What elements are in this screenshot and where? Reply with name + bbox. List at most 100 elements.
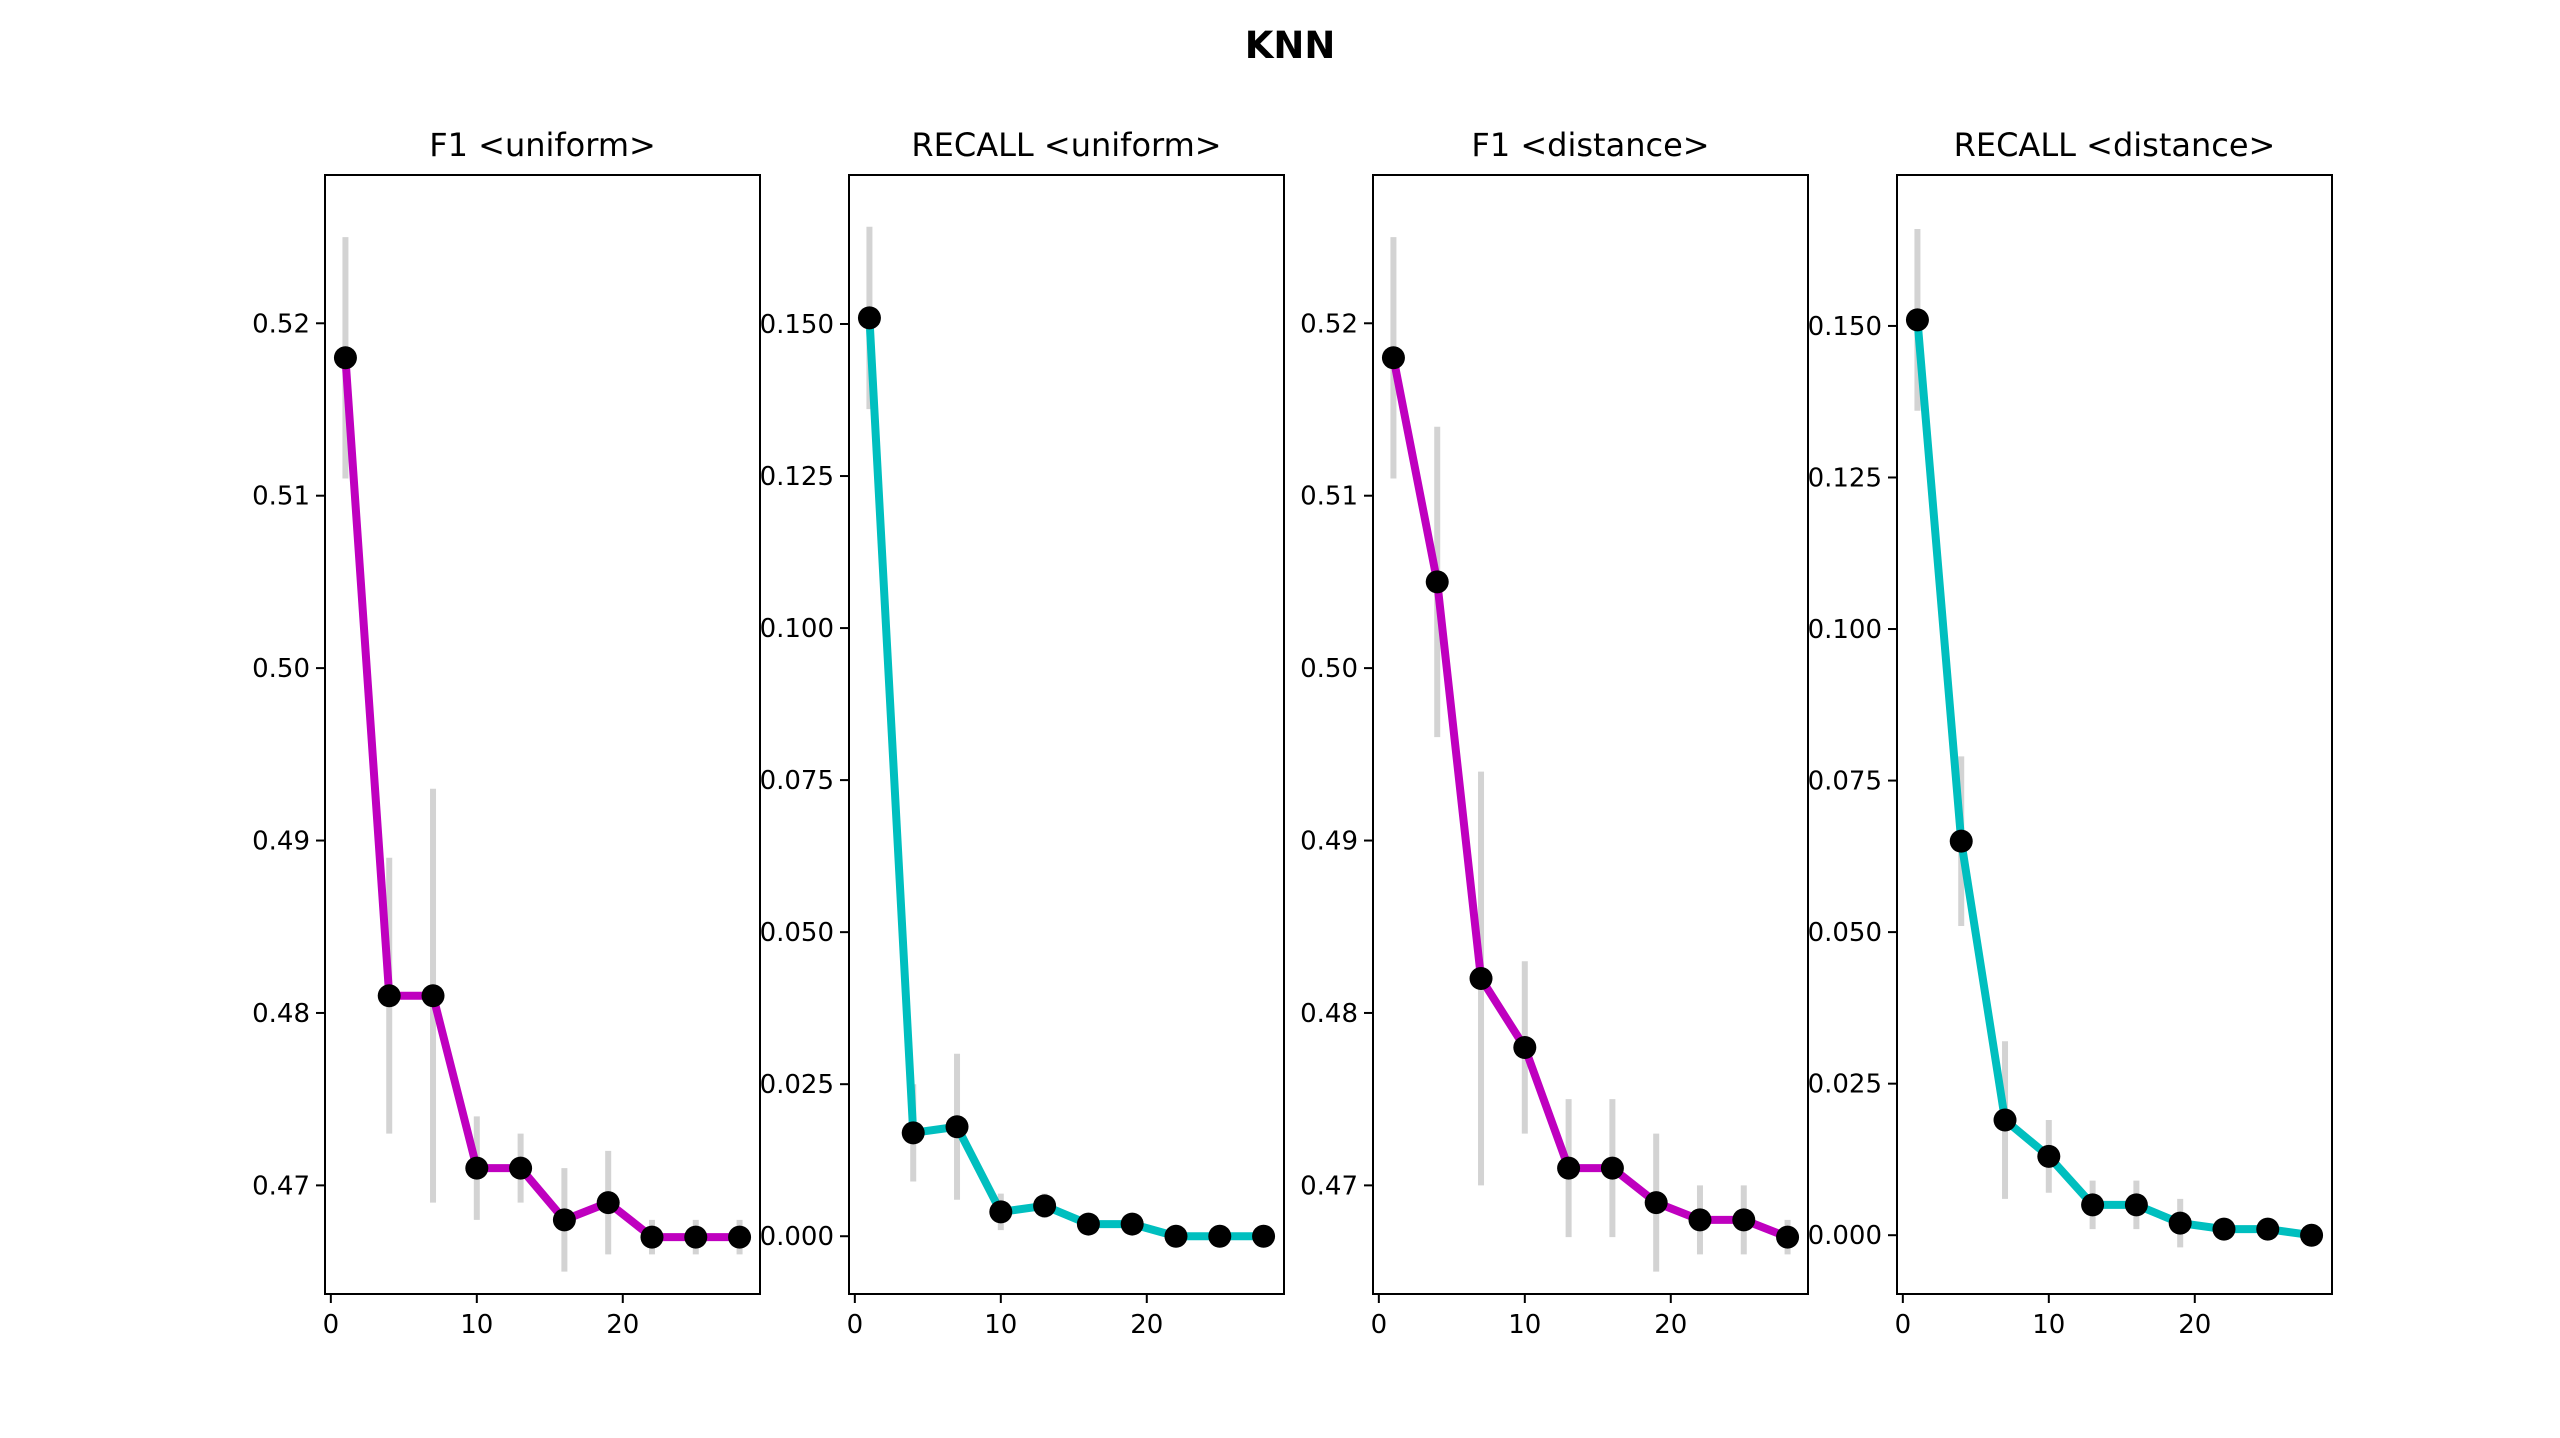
plot-area <box>333 237 752 1272</box>
data-point <box>1252 1224 1276 1248</box>
data-point <box>901 1121 925 1145</box>
data-point <box>1164 1224 1188 1248</box>
data-point <box>2168 1211 2192 1235</box>
data-point <box>2256 1217 2280 1241</box>
y-tick-label: 0.075 <box>1808 767 1882 797</box>
x-tick-label: 0 <box>323 1310 340 1340</box>
x-tick-label: 10 <box>1508 1310 1541 1340</box>
data-point <box>1033 1194 1057 1218</box>
data-point <box>989 1200 1013 1224</box>
subplot-title: F1 <uniform> <box>429 126 656 164</box>
x-tick-label: 10 <box>460 1310 493 1340</box>
axes-frame <box>848 174 1285 1295</box>
data-point <box>421 984 445 1008</box>
data-point <box>684 1225 708 1249</box>
data-point <box>509 1156 533 1180</box>
y-tick-label: 0.48 <box>1300 999 1358 1029</box>
series-line <box>865 313 1268 1241</box>
axes-frame <box>324 174 761 1295</box>
y-tick-label: 0.125 <box>1808 463 1882 493</box>
x-tick-label: 20 <box>1654 1310 1687 1340</box>
x-tick-label: 0 <box>1371 1310 1388 1340</box>
y-tick-label: 0.100 <box>760 614 834 644</box>
data-point <box>1688 1208 1712 1232</box>
series-line <box>1389 353 1792 1242</box>
figure-title: KNN <box>1245 24 1336 67</box>
axes-frame <box>1372 174 1809 1295</box>
data-point <box>2037 1144 2061 1168</box>
data-point <box>1600 1156 1624 1180</box>
series-line <box>341 353 744 1242</box>
y-tick-label: 0.050 <box>760 918 834 948</box>
data-point <box>945 1115 969 1139</box>
data-point <box>1076 1212 1100 1236</box>
subplot-title: RECALL <distance> <box>1954 126 2276 164</box>
y-tick-label: 0.025 <box>1808 1070 1882 1100</box>
y-tick-label: 0.51 <box>1300 482 1358 512</box>
data-point <box>2212 1217 2236 1241</box>
x-tick-label: 10 <box>984 1310 1017 1340</box>
y-tick-label: 0.47 <box>1300 1171 1358 1201</box>
data-point <box>1905 308 1929 332</box>
subplot-panels: F1 <uniform> 0 10 20 0.47 0.48 0.49 0.50 0.51 0.5… <box>252 126 2333 1340</box>
data-point <box>857 306 881 330</box>
y-tick-label: 0.150 <box>760 310 834 340</box>
subplot-3: F1 <distance> 0 10 20 0.47 0.48 0.49 0.50 0.51 0.… <box>1300 126 1809 1340</box>
y-tick-label: 0.50 <box>1300 654 1358 684</box>
data-point <box>1469 966 1493 990</box>
data-point <box>2081 1193 2105 1217</box>
data-point <box>1776 1225 1800 1249</box>
data-point <box>552 1208 576 1232</box>
y-tick-label: 0.51 <box>252 482 310 512</box>
x-tick-label: 0 <box>1895 1310 1912 1340</box>
data-point <box>377 984 401 1008</box>
data-point <box>1120 1212 1144 1236</box>
x-tick-label: 0 <box>847 1310 864 1340</box>
y-tick-label: 0.49 <box>252 827 310 857</box>
data-point <box>1381 346 1405 370</box>
data-point <box>2300 1223 2324 1247</box>
data-point <box>1513 1035 1537 1059</box>
subplot-4: RECALL <distance> 0 10 20 0.000 0.025 0.050 0.0… <box>1808 126 2333 1340</box>
data-point <box>465 1156 489 1180</box>
y-tick-label: 0.150 <box>1808 312 1882 342</box>
y-tick-label: 0.000 <box>760 1222 834 1252</box>
y-tick-label: 0.50 <box>252 654 310 684</box>
data-point <box>1557 1156 1581 1180</box>
data-point <box>333 346 357 370</box>
subplot-title: RECALL <uniform> <box>911 126 1221 164</box>
y-tick-label: 0.52 <box>1300 309 1358 339</box>
data-point <box>1425 570 1449 594</box>
y-tick-label: 0.52 <box>252 309 310 339</box>
data-point <box>1208 1224 1232 1248</box>
y-tick-label: 0.100 <box>1808 615 1882 645</box>
data-point <box>1993 1108 2017 1132</box>
x-tick-label: 20 <box>1130 1310 1163 1340</box>
x-tick-label: 20 <box>606 1310 639 1340</box>
subplot-title: F1 <distance> <box>1471 126 1709 164</box>
axes-frame <box>1896 174 2333 1295</box>
data-point <box>596 1191 620 1215</box>
subplot-2: RECALL <uniform> 0 10 20 0.000 0.025 0.050 0.07… <box>760 126 1285 1340</box>
x-tick-label: 10 <box>2032 1310 2065 1340</box>
y-tick-label: 0.48 <box>252 999 310 1029</box>
y-tick-label: 0.125 <box>760 462 834 492</box>
data-point <box>2124 1193 2148 1217</box>
data-point <box>728 1225 752 1249</box>
plot-area <box>1905 228 2324 1248</box>
x-tick-label: 20 <box>2178 1310 2211 1340</box>
data-point <box>1644 1191 1668 1215</box>
y-tick-label: 0.075 <box>760 766 834 796</box>
y-tick-label: 0.025 <box>760 1070 834 1100</box>
data-point <box>640 1225 664 1249</box>
y-tick-label: 0.050 <box>1808 918 1882 948</box>
subplot-1: F1 <uniform> 0 10 20 0.47 0.48 0.49 0.50 0.51 0.5… <box>252 126 761 1340</box>
plot-area <box>857 226 1276 1248</box>
data-point <box>1732 1208 1756 1232</box>
y-tick-label: 0.47 <box>252 1171 310 1201</box>
y-tick-label: 0.49 <box>1300 827 1358 857</box>
plot-area <box>1381 237 1800 1272</box>
series-line <box>1913 315 2316 1240</box>
y-tick-label: 0.000 <box>1808 1221 1882 1251</box>
